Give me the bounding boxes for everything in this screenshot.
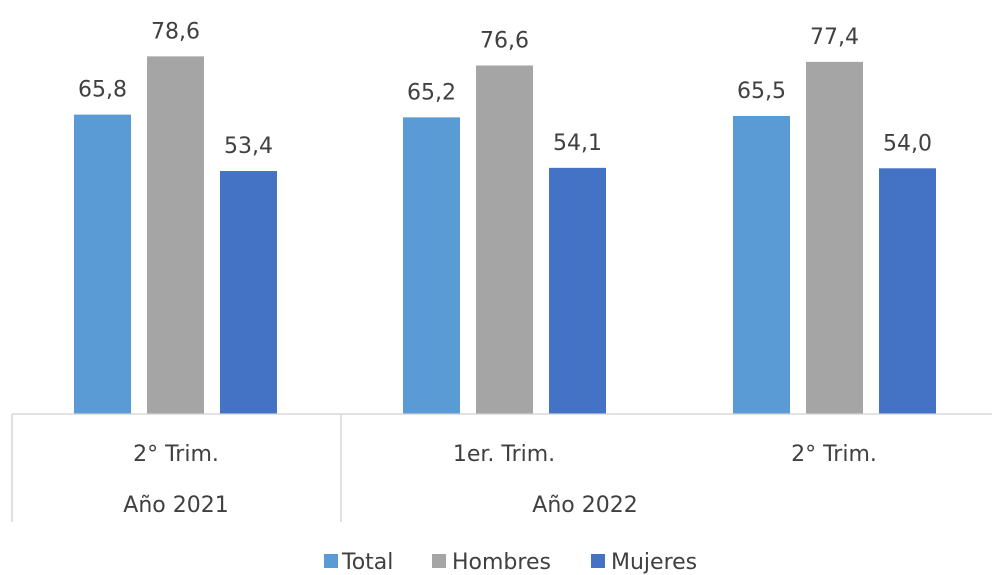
group-labels: Año 2021 Año 2022 [123, 493, 637, 518]
legend: Total Hombres Mujeres [324, 550, 697, 575]
category-label-0: 2° Trim. [133, 442, 219, 467]
legend-label-hombres: Hombres [452, 550, 551, 575]
bar-hombres-1 [476, 65, 533, 414]
legend-swatch-total [324, 554, 338, 568]
value-label-mujeres-2: 54,0 [883, 131, 932, 156]
value-label-mujeres-0: 53,4 [224, 134, 273, 159]
group-label-0: Año 2021 [123, 493, 228, 518]
legend-label-mujeres: Mujeres [611, 550, 697, 575]
bar-hombres-2 [806, 61, 863, 415]
category-label-1: 1er. Trim. [453, 442, 555, 467]
value-label-hombres-0: 78,6 [151, 19, 200, 44]
legend-swatch-hombres [432, 554, 446, 568]
value-label-mujeres-1: 54,1 [553, 131, 602, 156]
value-label-hombres-2: 77,4 [810, 25, 859, 50]
category-label-2: 2° Trim. [791, 442, 877, 467]
legend-swatch-mujeres [591, 554, 605, 568]
bar-total-1 [403, 117, 460, 414]
bar-hombres-0 [147, 56, 204, 415]
value-labels-layer: 65,8 65,2 65,5 78,6 76,6 77,4 53,4 54,1 54,0 [78, 19, 932, 159]
value-label-total-2: 65,5 [737, 79, 786, 104]
bar-total-0 [74, 114, 131, 415]
bars-layer [74, 56, 936, 415]
legend-label-total: Total [341, 550, 393, 575]
bar-mujeres-2 [879, 168, 936, 414]
bar-mujeres-1 [549, 167, 606, 414]
bar-total-2 [733, 115, 790, 414]
group-label-1: Año 2022 [532, 493, 637, 518]
value-label-hombres-1: 76,6 [480, 28, 529, 53]
category-labels: 2° Trim. 1er. Trim. 2° Trim. [133, 442, 877, 467]
bar-mujeres-0 [220, 171, 277, 414]
value-label-total-1: 65,2 [407, 80, 456, 105]
value-label-total-0: 65,8 [78, 78, 127, 103]
category-axis [11, 413, 992, 522]
